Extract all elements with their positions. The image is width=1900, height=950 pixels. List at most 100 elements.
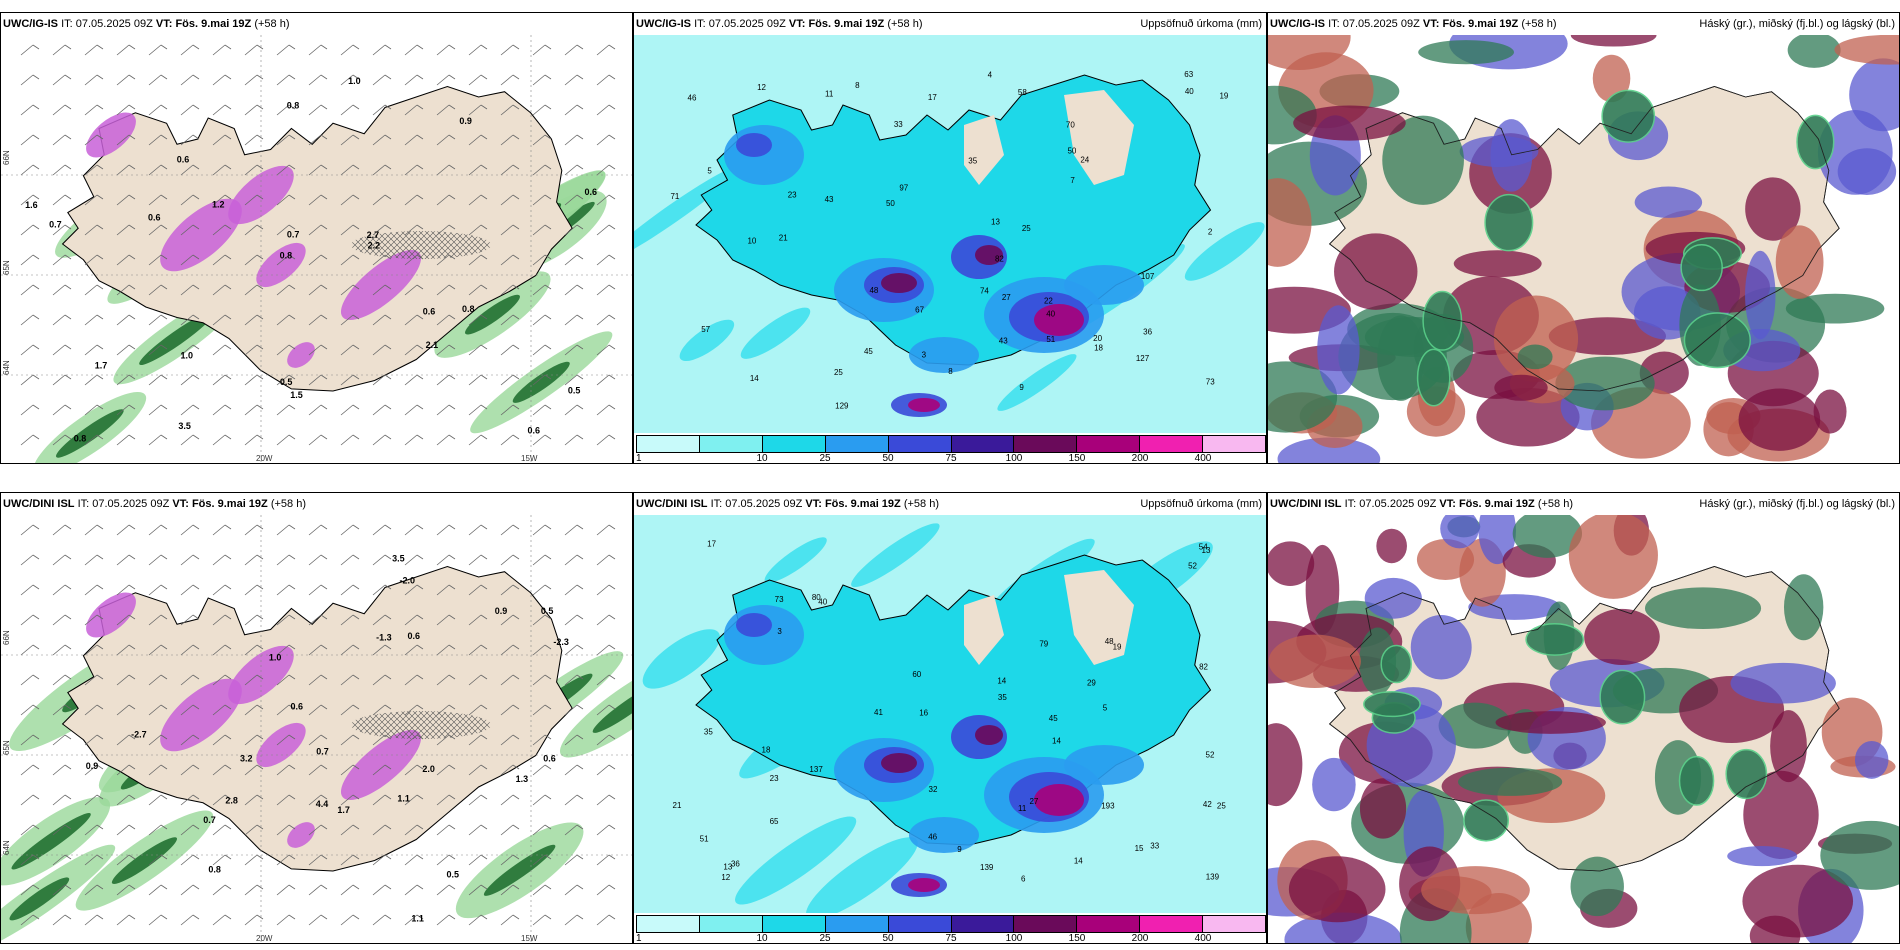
colorbar-tick-label: 200 <box>1131 933 1149 944</box>
wind-barb <box>148 314 168 326</box>
wind-barb <box>596 824 616 836</box>
wind-barb <box>340 644 360 656</box>
wind-barb <box>500 374 520 386</box>
cloud-layer <box>1555 356 1655 411</box>
wind-barb <box>20 914 40 926</box>
wind-barb <box>180 704 200 716</box>
wind-barb <box>244 224 264 236</box>
wind-barb <box>52 254 72 266</box>
wind-barb <box>564 884 584 896</box>
wind-barb <box>372 674 392 686</box>
precip-value-label: 29 <box>1087 678 1096 687</box>
wind-barb <box>340 374 360 386</box>
panel-header: UWC/IG-IS IT: 07.05.2025 09Z VT: Fös. 9.… <box>1270 18 1557 30</box>
high-cloud <box>1363 691 1421 718</box>
cloud-layer <box>1453 250 1542 278</box>
wind-barb <box>564 914 584 926</box>
colorbar-tick-label: 100 <box>1005 453 1023 464</box>
wind-barb <box>404 704 424 716</box>
wind-barb <box>52 284 72 296</box>
wind-barb <box>500 584 520 596</box>
wind-temp-map: 0.7 0.6 0.5 1.1 0.9 0.7 0.6 1.0 1.3 0.6 0.5 0.9 1.1 2… <box>1 515 632 943</box>
cloud-layer <box>1268 35 1351 70</box>
wind-barb <box>84 554 104 566</box>
wind-barb <box>532 884 552 896</box>
wind-barb <box>596 524 616 536</box>
wind-barb <box>84 104 104 116</box>
precip-band <box>740 307 811 359</box>
wind-barb <box>468 404 488 416</box>
wind-barb <box>52 704 72 716</box>
colorbar-tick-label: 150 <box>1068 933 1086 944</box>
wind-barb <box>244 914 264 926</box>
wind-barb <box>340 764 360 776</box>
precip-contour <box>1034 784 1084 816</box>
value-label: 0.8 <box>462 304 475 314</box>
wind-barb <box>276 584 296 596</box>
wind-barb <box>84 524 104 536</box>
precip-contour <box>908 878 940 892</box>
precip-value-label: 35 <box>704 727 713 736</box>
wind-barb <box>244 254 264 266</box>
wind-barb <box>20 134 40 146</box>
wind-barb <box>564 284 584 296</box>
wind-barb <box>308 704 328 716</box>
wind-barb <box>84 854 104 866</box>
precip-contour <box>881 273 917 293</box>
cloud-map <box>1268 515 1899 943</box>
cloud-layer <box>1820 820 1899 890</box>
colorbar-tick-label: 400 <box>1194 933 1212 944</box>
wind-barb <box>276 704 296 716</box>
wind-barb <box>244 584 264 596</box>
wind-barb <box>532 284 552 296</box>
wind-barb <box>596 854 616 866</box>
precip-band-core <box>512 361 570 403</box>
lon-axis-label: 15W <box>521 934 538 943</box>
precip-value-label: 9 <box>957 845 962 854</box>
wind-barb <box>116 854 136 866</box>
wind-barb <box>212 554 232 566</box>
high-cloud <box>1599 669 1646 725</box>
precip-contour <box>724 125 804 185</box>
wind-barb <box>564 374 584 386</box>
wind-barb <box>52 44 72 56</box>
value-label: 0.6 <box>423 306 436 316</box>
wind-barb <box>20 524 40 536</box>
wind-barb <box>436 344 456 356</box>
wind-barb <box>596 734 616 746</box>
value-label: 3.2 <box>240 754 253 764</box>
wind-barb <box>340 194 360 206</box>
wind-barb <box>340 224 360 236</box>
wind-barb <box>244 404 264 416</box>
precip-value-label: 8 <box>948 367 953 376</box>
wind-barb <box>308 104 328 116</box>
precip-contour <box>86 592 136 638</box>
precip-value-label: 22 <box>1044 297 1053 306</box>
precip-value-label: 7 <box>1070 176 1075 185</box>
wind-barb <box>148 644 168 656</box>
wind-barb <box>596 794 616 806</box>
wind-barb <box>180 404 200 416</box>
wind-barb <box>148 134 168 146</box>
lon-axis-label: 15W <box>521 454 538 463</box>
wind-barb <box>212 914 232 926</box>
cloud-layer <box>1775 225 1824 299</box>
value-label: 4.4 <box>316 799 329 809</box>
wind-barb <box>308 824 328 836</box>
coastline <box>1328 566 1840 872</box>
wind-barb <box>180 104 200 116</box>
precip-value-label: 3 <box>777 627 782 636</box>
wind-barb <box>52 554 72 566</box>
wind-barb <box>116 884 136 896</box>
wind-barb <box>596 284 616 296</box>
precip-band-core <box>111 837 178 884</box>
wind-barb <box>436 284 456 296</box>
colorbar-segment <box>951 916 1015 932</box>
wind-barb <box>212 584 232 596</box>
wind-barb <box>500 314 520 326</box>
precip-value-label: 50 <box>886 199 895 208</box>
wind-barb <box>596 584 616 596</box>
wind-barb <box>340 254 360 266</box>
value-label: 0.6 <box>543 753 556 763</box>
wind-barb <box>52 194 72 206</box>
